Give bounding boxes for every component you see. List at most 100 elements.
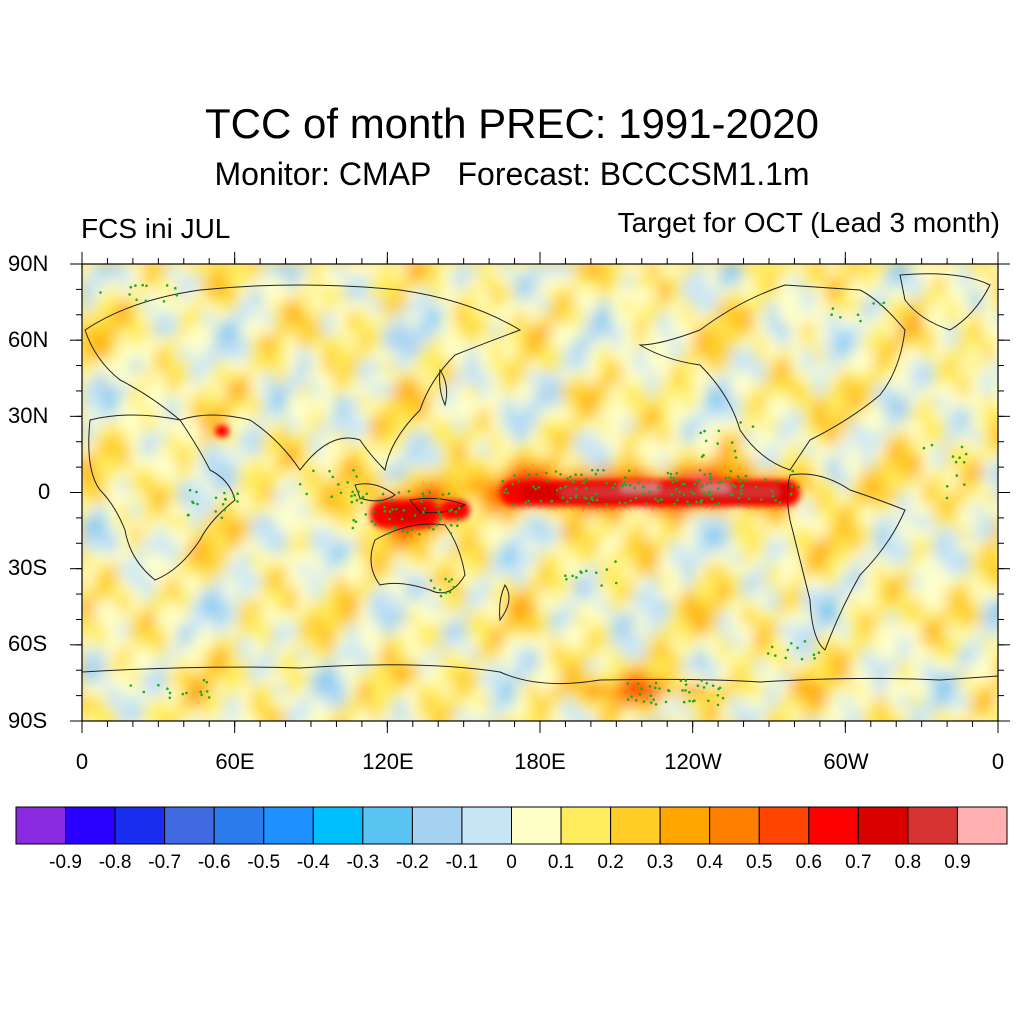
- field-cell: [154, 336, 167, 349]
- field-cell: [382, 312, 395, 325]
- field-cell: [946, 396, 959, 409]
- field-cell: [742, 348, 755, 361]
- field-cell: [646, 384, 659, 397]
- field-cell: [826, 360, 839, 373]
- field-cell: [454, 432, 467, 445]
- field-cell: [94, 360, 107, 373]
- colorbar-label: -0.3: [346, 852, 380, 873]
- field-cell: [130, 432, 143, 445]
- field-cell: [886, 312, 899, 325]
- field-cell: [214, 516, 227, 529]
- field-cell: [262, 348, 275, 361]
- field-cell: [226, 276, 239, 289]
- field-cell: [490, 384, 503, 397]
- field-cell: [94, 336, 107, 349]
- field-cell: [694, 396, 707, 409]
- field-cell: [382, 384, 395, 397]
- field-cell: [994, 300, 998, 313]
- field-cell: [934, 420, 947, 433]
- field-cell: [418, 444, 431, 457]
- field-cell: [106, 516, 119, 529]
- field-cell: [718, 324, 731, 337]
- field-cell: [238, 264, 251, 277]
- field-cell: [154, 384, 167, 397]
- field-cell: [238, 348, 251, 361]
- field-cell: [874, 456, 887, 469]
- field-cell: [250, 432, 263, 445]
- field-cell: [718, 408, 731, 421]
- field-cell: [118, 468, 131, 481]
- field-cell: [874, 420, 887, 433]
- field-cell: [118, 276, 131, 289]
- field-cell: [958, 468, 971, 481]
- field-cell: [106, 468, 119, 481]
- field-cell: [250, 264, 263, 277]
- figure-title: TCC of month PREC: 1991-2020: [205, 100, 819, 147]
- field-cell: [718, 444, 731, 457]
- field-cell: [130, 468, 143, 481]
- field-cell: [778, 360, 791, 373]
- field-cell: [382, 372, 395, 385]
- field-cell: [190, 456, 203, 469]
- field-cell: [82, 396, 95, 409]
- field-cell: [502, 360, 515, 373]
- field-cell: [874, 396, 887, 409]
- field-cell: [742, 336, 755, 349]
- field-cell: [82, 372, 95, 385]
- field-cell: [550, 408, 563, 421]
- field-cell: [730, 288, 743, 301]
- field-cell: [874, 312, 887, 325]
- field-cell: [562, 408, 575, 421]
- field-cell: [550, 276, 563, 289]
- field-cell: [202, 372, 215, 385]
- field-cell: [622, 300, 635, 313]
- field-cell: [910, 444, 923, 457]
- field-cell: [274, 360, 287, 373]
- colorbar-label: 0.9: [944, 852, 971, 873]
- field-cell: [502, 432, 515, 445]
- field-cell: [346, 408, 359, 421]
- field-cell: [874, 264, 887, 277]
- field-cell: [382, 336, 395, 349]
- field-cell: [670, 444, 683, 457]
- field-cell: [82, 348, 95, 361]
- field-cell: [526, 456, 539, 469]
- colorbar-swatch: [114, 806, 166, 845]
- field-cell: [334, 288, 347, 301]
- colorbar-label: 0.1: [547, 852, 575, 873]
- field-cell: [430, 480, 443, 493]
- field-cell: [886, 432, 899, 445]
- field-cell: [142, 504, 155, 517]
- field-cell: [826, 468, 839, 481]
- field-cell: [574, 348, 587, 361]
- colorbar-label: -0.9: [49, 852, 82, 873]
- field-cell: [322, 504, 335, 517]
- field-cell: [754, 504, 767, 517]
- field-cell: [610, 312, 623, 325]
- field-cell: [718, 336, 731, 349]
- field-cell: [850, 372, 863, 385]
- field-cell: [934, 276, 947, 289]
- field-cell: [250, 444, 263, 457]
- field-cell: [526, 468, 539, 481]
- field-cell: [226, 372, 239, 385]
- field-cell: [466, 516, 479, 529]
- field-cell: [166, 480, 179, 493]
- field-cell: [118, 312, 131, 325]
- field-cell: [862, 264, 875, 277]
- field-cell: [286, 492, 299, 505]
- field-cell: [538, 360, 551, 373]
- field-cell: [274, 300, 287, 313]
- field-cell: [598, 468, 611, 481]
- field-cell: [94, 516, 107, 529]
- field-cell: [886, 276, 899, 289]
- field-cell: [334, 468, 347, 481]
- field-cell: [910, 324, 923, 337]
- field-cell: [562, 468, 575, 481]
- field-cell: [826, 384, 839, 397]
- field-cell: [238, 360, 251, 373]
- field-cell: [682, 276, 695, 289]
- field-cell: [214, 372, 227, 385]
- field-cell: [442, 336, 455, 349]
- field-cell: [742, 468, 755, 481]
